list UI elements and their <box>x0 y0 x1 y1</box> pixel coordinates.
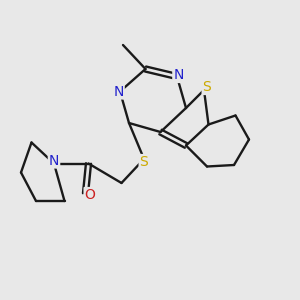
Text: N: N <box>49 154 59 167</box>
Text: S: S <box>202 80 211 94</box>
Text: N: N <box>113 85 124 98</box>
Text: O: O <box>85 188 95 202</box>
Text: N: N <box>173 68 184 82</box>
Text: S: S <box>140 155 148 169</box>
